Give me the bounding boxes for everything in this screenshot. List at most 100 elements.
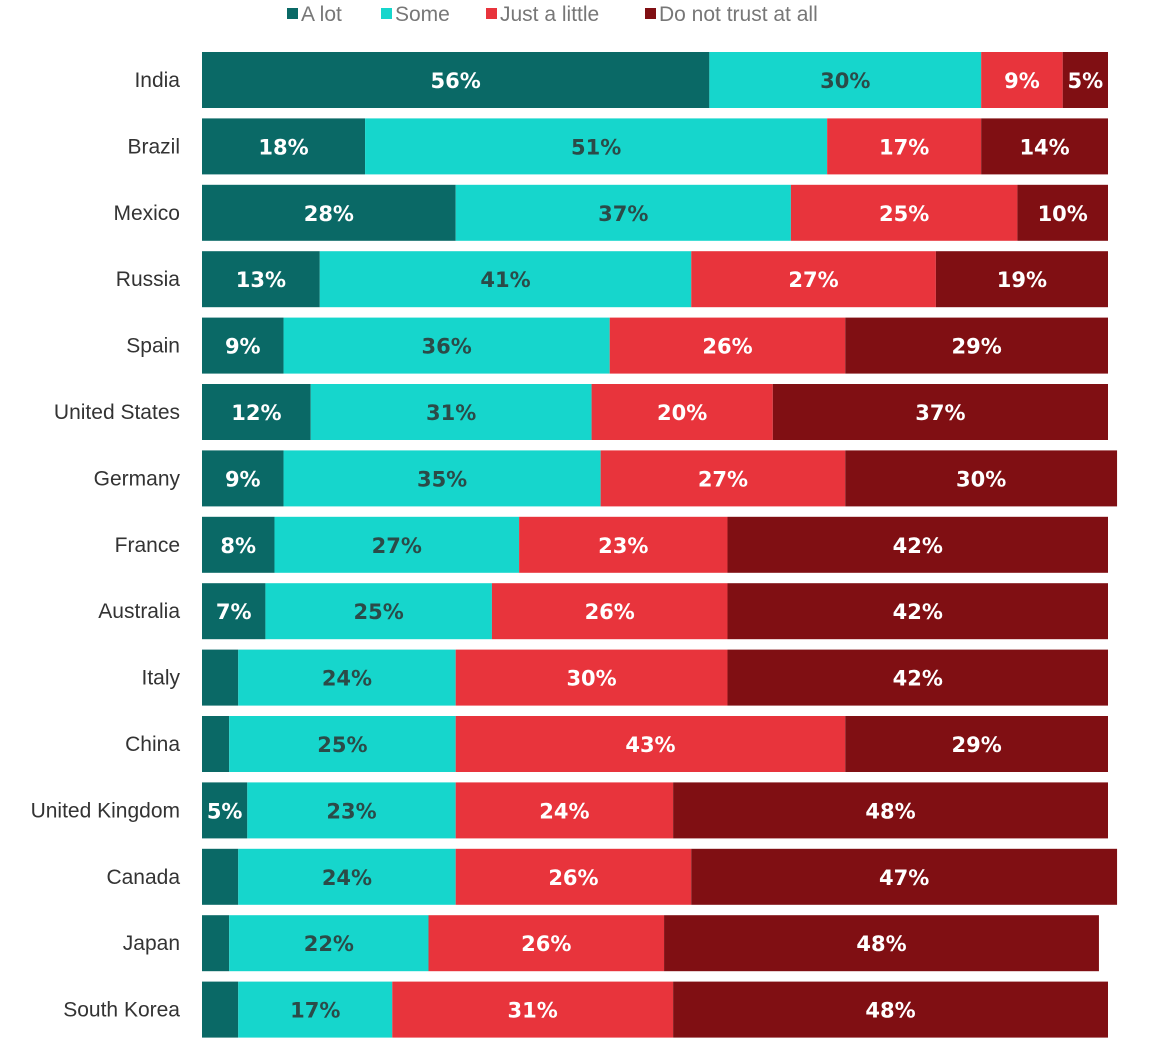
data-label-russia-do-not-trust-at-all: 19% bbox=[997, 268, 1047, 292]
data-label-canada-just-a-little: 26% bbox=[548, 866, 598, 890]
data-label-japan-do-not-trust-at-all: 48% bbox=[856, 932, 906, 956]
bar-china-just-a-little bbox=[455, 716, 846, 772]
bar-australia-a-lot bbox=[202, 583, 266, 640]
data-label-united-kingdom-do-not-trust-at-all: 48% bbox=[865, 799, 915, 823]
bar-spain-do-not-trust-at-all bbox=[845, 317, 1108, 374]
bar-spain-just-a-little bbox=[609, 317, 846, 374]
bar-australia-some bbox=[265, 583, 492, 640]
bar-united-kingdom-some bbox=[247, 782, 456, 839]
data-label-united-states-do-not-trust-at-all: 37% bbox=[915, 401, 965, 425]
bar-japan-do-not-trust-at-all bbox=[664, 915, 1099, 972]
bar-brazil-some bbox=[365, 118, 828, 175]
data-label-brazil-a-lot: 18% bbox=[258, 135, 308, 159]
bar-mexico-do-not-trust-at-all bbox=[1017, 184, 1108, 241]
bar-germany-just-a-little bbox=[600, 450, 846, 507]
data-label-united-states-a-lot: 12% bbox=[231, 401, 281, 425]
bar-canada-some bbox=[238, 848, 456, 905]
data-label-spain-a-lot: 9% bbox=[225, 335, 261, 359]
category-label-south-korea: South Korea bbox=[63, 999, 180, 1022]
data-label-france-do-not-trust-at-all: 42% bbox=[893, 534, 943, 558]
data-label-australia-do-not-trust-at-all: 42% bbox=[893, 600, 943, 624]
data-label-united-kingdom-some: 23% bbox=[326, 799, 376, 823]
bar-australia-just-a-little bbox=[491, 583, 728, 640]
data-label-mexico-do-not-trust-at-all: 10% bbox=[1038, 202, 1088, 226]
category-label-mexico: Mexico bbox=[113, 202, 180, 225]
category-label-united-states: United States bbox=[54, 401, 180, 424]
bar-germany-do-not-trust-at-all bbox=[845, 450, 1118, 507]
category-label-australia: Australia bbox=[98, 600, 180, 623]
category-label-spain: Spain bbox=[126, 335, 180, 358]
bar-united-states-just-a-little bbox=[591, 384, 773, 440]
category-label-germany: Germany bbox=[94, 467, 181, 490]
data-label-germany-some: 35% bbox=[417, 467, 467, 491]
data-label-russia-some: 41% bbox=[480, 268, 530, 292]
legend-swatch-some bbox=[381, 8, 392, 19]
bar-russia-just-a-little bbox=[691, 251, 936, 308]
data-label-australia-a-lot: 7% bbox=[216, 600, 252, 624]
data-label-china-do-not-trust-at-all: 29% bbox=[951, 733, 1001, 757]
legend-label-just-a-little: Just a little bbox=[500, 3, 599, 26]
data-label-mexico-a-lot: 28% bbox=[304, 202, 354, 226]
data-label-india-do-not-trust-at-all: 5% bbox=[1068, 69, 1104, 93]
data-label-south-korea-some: 17% bbox=[290, 999, 340, 1023]
bar-canada-a-lot bbox=[202, 848, 239, 905]
data-label-brazil-some: 51% bbox=[571, 135, 621, 159]
bar-united-kingdom-do-not-trust-at-all bbox=[673, 782, 1108, 839]
bar-brazil-do-not-trust-at-all bbox=[981, 118, 1108, 175]
legend-swatch-just-a-little bbox=[486, 8, 497, 19]
bar-india-do-not-trust-at-all bbox=[1062, 52, 1108, 108]
data-label-canada-do-not-trust-at-all: 47% bbox=[879, 866, 929, 890]
category-label-japan: Japan bbox=[123, 932, 180, 955]
category-label-india: India bbox=[134, 69, 180, 92]
data-label-spain-some: 36% bbox=[421, 335, 471, 359]
data-label-mexico-some: 37% bbox=[598, 202, 648, 226]
category-label-united-kingdom: United Kingdom bbox=[31, 799, 180, 822]
bar-japan-a-lot bbox=[202, 915, 230, 972]
bar-italy-do-not-trust-at-all bbox=[727, 649, 1108, 706]
category-label-italy: Italy bbox=[141, 667, 180, 690]
category-label-brazil: Brazil bbox=[127, 135, 180, 158]
legend-label-do-not-trust-at-all: Do not trust at all bbox=[659, 3, 818, 26]
data-label-australia-just-a-little: 26% bbox=[585, 600, 635, 624]
data-label-france-a-lot: 8% bbox=[220, 534, 256, 558]
data-label-south-korea-do-not-trust-at-all: 48% bbox=[865, 999, 915, 1023]
data-label-spain-just-a-little: 26% bbox=[702, 335, 752, 359]
bar-china-some bbox=[229, 716, 456, 772]
bar-france-just-a-little bbox=[519, 516, 728, 573]
bar-germany-some bbox=[283, 450, 601, 507]
bar-brazil-a-lot bbox=[202, 118, 366, 175]
bar-united-kingdom-a-lot bbox=[202, 782, 248, 839]
data-label-united-states-some: 31% bbox=[426, 401, 476, 425]
bars: 56% 30% 9% 5% 18% 51% 17% 14% 28% 37% 25% 10% 13% 41%… bbox=[202, 52, 1118, 1038]
data-label-russia-a-lot: 13% bbox=[236, 268, 286, 292]
data-label-brazil-do-not-trust-at-all: 14% bbox=[1019, 135, 1069, 159]
data-label-canada-some: 24% bbox=[322, 866, 372, 890]
data-label-india-just-a-little: 9% bbox=[1004, 69, 1040, 93]
legend-label-some: Some bbox=[395, 3, 450, 26]
data-label-germany-a-lot: 9% bbox=[225, 467, 261, 491]
bar-canada-do-not-trust-at-all bbox=[691, 848, 1118, 905]
category-label-china: China bbox=[125, 733, 180, 756]
bar-spain-a-lot bbox=[202, 317, 284, 374]
bar-mexico-some bbox=[455, 184, 791, 241]
data-label-united-kingdom-a-lot: 5% bbox=[207, 799, 243, 823]
category-label-canada: Canada bbox=[106, 866, 180, 889]
bar-united-kingdom-just-a-little bbox=[455, 782, 674, 839]
bar-india-some bbox=[709, 52, 982, 108]
data-label-spain-do-not-trust-at-all: 29% bbox=[951, 335, 1001, 359]
bar-south-korea-a-lot bbox=[202, 981, 239, 1038]
category-label-france: France bbox=[115, 534, 180, 557]
bar-russia-a-lot bbox=[202, 251, 320, 308]
data-label-india-some: 30% bbox=[820, 69, 870, 93]
bar-china-do-not-trust-at-all bbox=[845, 716, 1108, 772]
legend-label-a-lot: A lot bbox=[301, 3, 342, 26]
data-label-japan-some: 22% bbox=[304, 932, 354, 956]
data-label-japan-just-a-little: 26% bbox=[521, 932, 571, 956]
data-label-germany-do-not-trust-at-all: 30% bbox=[956, 467, 1006, 491]
bar-china-a-lot bbox=[202, 716, 230, 772]
bar-spain-some bbox=[283, 317, 610, 374]
data-label-russia-just-a-little: 27% bbox=[788, 268, 838, 292]
data-label-united-kingdom-just-a-little: 24% bbox=[539, 799, 589, 823]
bar-united-states-some bbox=[310, 384, 592, 440]
